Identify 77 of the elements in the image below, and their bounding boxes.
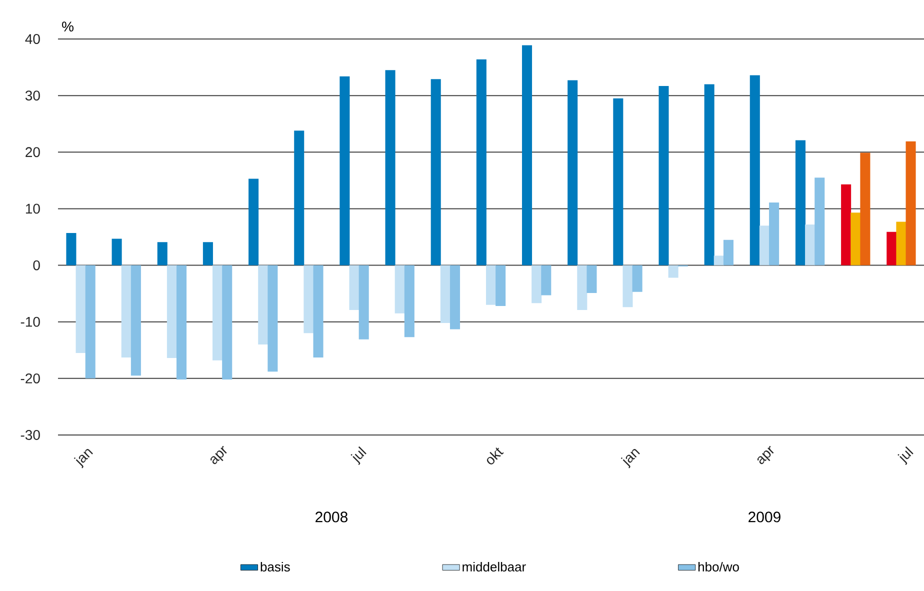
y-tick-label: -10 [20, 316, 40, 327]
y-tick-label: 10 [26, 204, 40, 214]
y-tick-label: 40 [25, 34, 40, 44]
bar [795, 140, 806, 266]
bar [814, 178, 825, 266]
bar [586, 265, 597, 293]
bar [121, 265, 132, 358]
bar [202, 242, 213, 266]
x-tick-label: apr [757, 446, 774, 464]
x-tick-label: okt [486, 448, 504, 464]
text: 2008 [316, 512, 348, 522]
bar [476, 59, 486, 266]
bar [166, 265, 177, 358]
bar [896, 222, 906, 266]
bar [577, 265, 588, 310]
bar [304, 265, 314, 334]
bar [613, 98, 624, 266]
y-tick-label: 30 [25, 90, 40, 101]
bar [358, 265, 369, 340]
bar [668, 265, 678, 278]
y-tick-label: 0 [33, 260, 40, 270]
bar [313, 265, 324, 358]
bar [157, 242, 168, 266]
bar [222, 265, 232, 380]
bar [759, 226, 770, 266]
x-tick-label: jan [74, 448, 93, 468]
bar [906, 141, 916, 266]
bar [85, 265, 96, 378]
bar [258, 265, 268, 344]
x-tick-label: jul [350, 446, 366, 465]
legend-label: hbo/wo [698, 562, 739, 572]
bar [704, 84, 714, 266]
bar [723, 240, 734, 266]
y-tick-label: -20 [20, 373, 40, 384]
legend-label: basis [260, 562, 290, 572]
bar [496, 265, 506, 306]
text: 2009 [748, 512, 780, 522]
bar [886, 232, 897, 266]
bar [532, 265, 542, 304]
bar [340, 76, 350, 266]
bar [66, 233, 76, 266]
bar [76, 265, 86, 353]
bar [658, 86, 669, 266]
bar [622, 265, 633, 308]
bar [860, 152, 870, 266]
bar [632, 265, 642, 292]
bar [750, 75, 760, 266]
x-tick-label: apr [210, 446, 227, 464]
bar [805, 224, 816, 266]
x-tick-label: jan [620, 448, 640, 468]
bar [112, 238, 122, 266]
x-tick-label: jul [898, 446, 914, 465]
bar [394, 265, 405, 314]
bar [176, 265, 187, 380]
bar [568, 80, 578, 266]
bar [522, 45, 532, 266]
bar [841, 184, 852, 266]
bar [430, 79, 441, 266]
bar [294, 130, 304, 266]
bar [248, 178, 259, 266]
bar [268, 265, 278, 372]
y-tick-label: 20 [26, 147, 40, 158]
bar [212, 265, 223, 360]
y-axis-title: % [62, 22, 74, 32]
bar [486, 265, 496, 305]
bar [349, 265, 360, 310]
bar [850, 212, 861, 266]
bar [130, 265, 141, 376]
legend-label: middelbaar [462, 562, 526, 572]
bar [385, 70, 396, 266]
bar [541, 265, 552, 296]
bar [404, 265, 414, 338]
bar [714, 256, 724, 266]
bar [450, 265, 460, 330]
bar [440, 265, 450, 323]
bar [769, 202, 780, 266]
y-tick-label: -30 [20, 430, 40, 440]
